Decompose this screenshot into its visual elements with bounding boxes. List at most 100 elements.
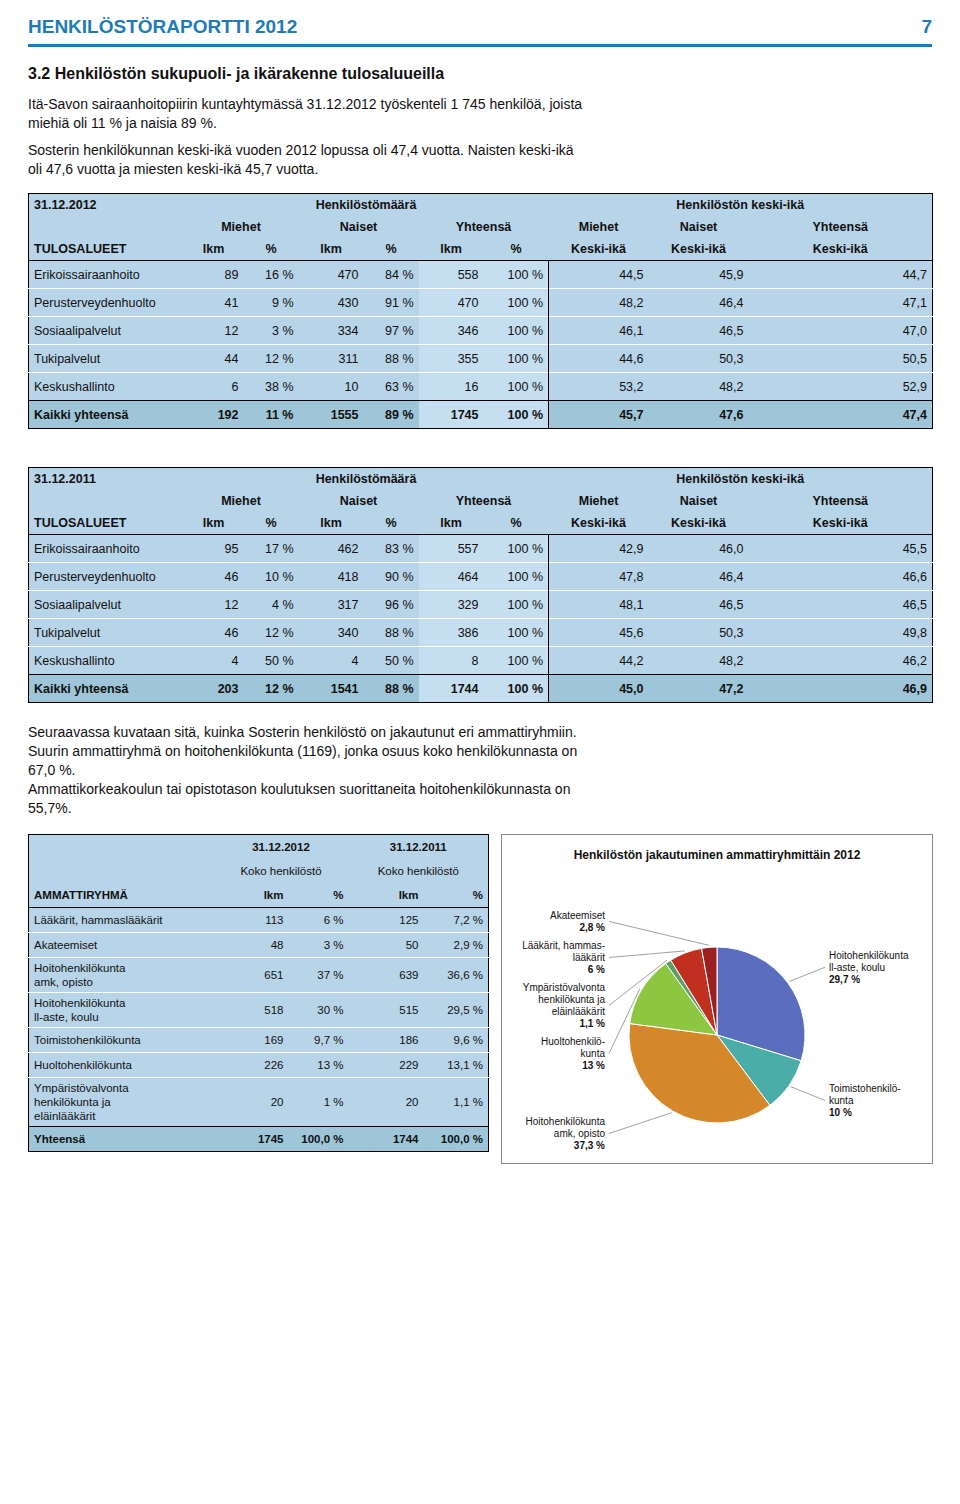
table-cell: 4 [299,647,364,675]
empty-cell [29,490,184,512]
value-label: 10 % [829,1107,852,1118]
table-cell: 100 % [484,563,549,591]
table-cell: 50 % [364,647,419,675]
table-cell: 44,6 [549,345,649,373]
table-head: 31.12.2011HenkilöstömääräHenkilöstön kes… [29,468,933,535]
row-label: Hoitohenkilökunta amk, opisto [29,958,214,993]
row-label: Perusterveydenhuolto [29,563,184,591]
table-cell: 30 % [289,993,349,1028]
sub-header: Miehet [549,490,649,512]
table-cell: 13 % [289,1053,349,1078]
header-row: Koko henkilöstöKoko henkilöstö [29,859,489,883]
leader-line [609,921,709,945]
table-cell: 9,7 % [289,1028,349,1053]
table-cell: 46,5 [649,591,749,619]
sub-header: Koko henkilöstö [214,859,349,883]
table-cell: 9,6 % [424,1028,489,1053]
paragraph: Seuraavassa kuvataan sitä, kuinka Soster… [28,723,932,818]
header-row: 31.12.201231.12.2011 [29,835,489,860]
header-row: MiehetNaisetYhteensäMiehetNaisetYhteensä [29,216,933,238]
data-row: Perusterveydenhuolto419 %43091 %470100 %… [29,289,933,317]
category-label: amk, opisto [554,1128,606,1139]
table-cell: 100 % [484,647,549,675]
table-cell: 7,2 % [424,908,489,933]
text-line: Itä-Savon sairaanhoitopiirin kuntayhtymä… [28,95,932,114]
row-label: Akateemiset [29,933,214,958]
data-row: Akateemiset483 %502,9 % [29,933,489,958]
table-cell: 36,6 % [424,958,489,993]
text-line: 67,0 %. [28,761,932,780]
table-cell: 20 [214,1078,289,1127]
table-cell: 100,0 % [424,1127,489,1152]
row-label: Perusterveydenhuolto [29,289,184,317]
table-cell: 515 [349,993,424,1028]
sub-header: Yhteensä [419,216,549,238]
data-table: 31.12.2011HenkilöstömääräHenkilöstön kes… [28,467,933,703]
data-table: 31.12.2012HenkilöstömääräHenkilöstön kes… [28,193,933,429]
leader-line [609,1113,672,1134]
data-row: Sosiaalipalvelut123 %33497 %346100 %46,1… [29,317,933,345]
table-cell: 83 % [364,535,419,563]
table-cell: 46,2 [749,647,933,675]
table-cell: 558 [419,261,484,289]
table-cell: 96 % [364,591,419,619]
table-head: 31.12.201231.12.2011Koko henkilöstöKoko … [29,835,489,908]
table-cell: 100 % [484,535,549,563]
value-label: 37,3 % [574,1140,605,1151]
data-label: Toimistohenkilö-kunta10 % [829,1083,901,1118]
table-cell: 10 % [244,563,299,591]
data-label: Ympäristövalvontahenkilökunta jaeläinlää… [523,982,606,1029]
page-header: HENKILÖSTÖRAPORTTI 20127 [28,16,932,47]
group-header: Henkilöstömäärä [184,194,549,217]
data-row: Perusterveydenhuolto4610 %41890 %464100 … [29,563,933,591]
row-label: Keskushallinto [29,373,184,401]
table-cell: 49,8 [749,619,933,647]
table-cell: 100,0 % [289,1127,349,1152]
pie-slice [629,1024,770,1123]
table-cell: 430 [299,289,364,317]
table-cell: 1541 [299,675,364,703]
table-cell: 100 % [484,401,549,429]
category-label: Hoitohenkilökunta [526,1116,606,1127]
data-row: Lääkärit, hammaslääkärit1136 %1257,2 % [29,908,489,933]
table-cell: 8 [419,647,484,675]
header-row: AMMATTIRYHMÄlkm%lkm% [29,883,489,908]
table-cell: 12 [184,317,244,345]
table-head: 31.12.2012HenkilöstömääräHenkilöstön kes… [29,194,933,261]
total-row: Yhteensä1745100,0 %1744100,0 % [29,1127,489,1152]
table-cell: 88 % [364,619,419,647]
table-cell: 47,0 [749,317,933,345]
group-header: Henkilöstön keski-ikä [549,194,933,217]
table-cell: 10 [299,373,364,401]
table-cell: 462 [299,535,364,563]
table-cell: 6 [184,373,244,401]
table-cell: 89 % [364,401,419,429]
table-cell: 1744 [349,1127,424,1152]
table-cell: 113 [214,908,289,933]
row-label: Sosiaalipalvelut [29,317,184,345]
table-cell: 329 [419,591,484,619]
row-label: Yhteensä [29,1127,214,1152]
data-label: Lääkärit, hammas-lääkärit6 % [522,940,605,975]
column-header: Keski-ikä [549,512,649,535]
column-header: Keski-ikä [749,512,933,535]
table-cell: 192 [184,401,244,429]
table-cell: 125 [349,908,424,933]
category-label: Akateemiset [550,910,605,921]
sub-header: Naiset [299,490,419,512]
table-cell: 45,5 [749,535,933,563]
group-header: Henkilöstömäärä [184,468,549,491]
data-row: Erikoissairaanhoito8916 %47084 %558100 %… [29,261,933,289]
row-label: Lääkärit, hammaslääkärit [29,908,214,933]
category-label: Lääkärit, hammas- [522,940,605,951]
category-label: ll-aste, koulu [829,962,885,973]
leader-line [789,967,825,981]
sub-header: Naiset [649,216,749,238]
table-cell: 317 [299,591,364,619]
chart-title: Henkilöstön jakautuminen ammattiryhmittä… [574,848,861,862]
table-cell: 90 % [364,563,419,591]
sub-header: Yhteensä [749,490,933,512]
table-cell: 100 % [484,373,549,401]
table-cell: 6 % [289,908,349,933]
column-header: % [289,883,349,908]
